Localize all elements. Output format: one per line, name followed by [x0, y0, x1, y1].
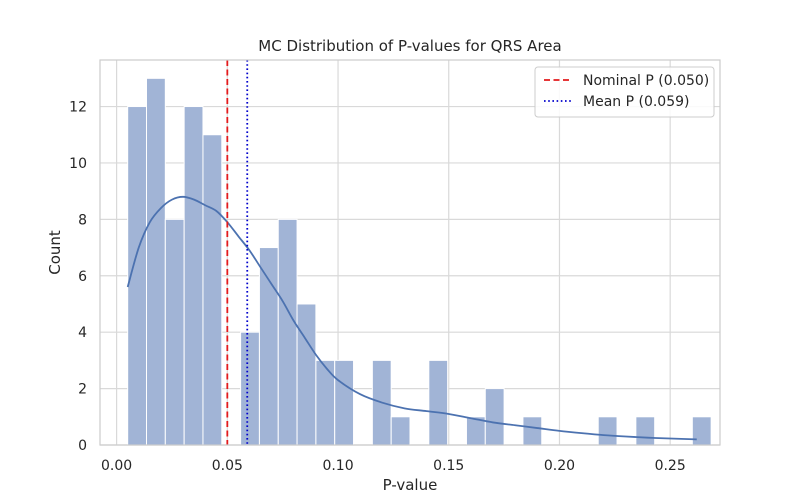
chart-title: MC Distribution of P-values for QRS Area: [258, 37, 561, 55]
kde-curve-group: [126, 195, 697, 441]
legend: Nominal P (0.050) Mean P (0.059): [534, 66, 715, 118]
y-tick-label: 12: [69, 100, 87, 116]
histogram-bar: [183, 106, 204, 446]
x-tick-label: 0.25: [655, 458, 686, 474]
histogram-bar: [258, 247, 279, 446]
histogram-bar: [484, 388, 505, 446]
x-axis-ticks: 0.00 0.05 0.10 0.15 0.20 0.25: [101, 458, 686, 474]
y-tick-label: 10: [69, 156, 87, 172]
y-tick-label: 2: [78, 382, 87, 398]
legend-label-mean: Mean P (0.059): [583, 94, 690, 110]
reference-lines: [226, 60, 249, 445]
y-tick-label: 6: [78, 269, 87, 285]
histogram-bar: [277, 218, 298, 446]
x-axis-label: P-value: [383, 476, 438, 494]
y-axis-ticks: 0 2 4 6 8 10 12: [69, 100, 87, 454]
histogram-bar: [334, 359, 355, 446]
histogram-bar: [522, 416, 543, 446]
histogram-bar: [428, 359, 449, 446]
histogram-bar: [296, 303, 317, 446]
histogram-bar: [315, 359, 336, 446]
y-tick-label: 8: [78, 212, 87, 228]
x-tick-label: 0.20: [544, 458, 575, 474]
y-tick-label: 0: [78, 438, 87, 454]
legend-box: [534, 66, 715, 118]
x-tick-label: 0.10: [322, 458, 353, 474]
x-tick-label: 0.00: [101, 458, 132, 474]
histogram-bar: [597, 416, 618, 446]
x-tick-label: 0.15: [433, 458, 464, 474]
histogram-bars: [127, 77, 712, 446]
plot-frame: [99, 59, 721, 446]
histogram-bar: [240, 331, 260, 446]
histogram-bar: [691, 416, 712, 446]
y-axis-label: Count: [46, 230, 64, 275]
x-tick-label: 0.05: [212, 458, 243, 474]
histogram-bar: [164, 218, 185, 446]
y-tick-label: 4: [78, 325, 87, 341]
histogram-bar: [635, 416, 656, 446]
histogram-bar: [146, 77, 166, 446]
histogram-bar: [202, 134, 223, 446]
kde-curve: [126, 195, 697, 441]
legend-label-nominal: Nominal P (0.050): [583, 73, 709, 89]
histogram-bar: [390, 416, 411, 446]
